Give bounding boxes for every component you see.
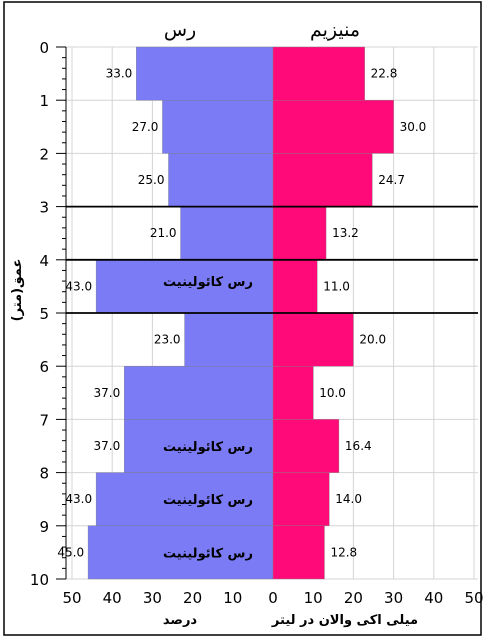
kaolinite-annotation: رس کائولینیت — [163, 440, 253, 455]
right-x-tick-label: 30 — [384, 589, 403, 607]
y-tick-label: 7 — [39, 411, 49, 429]
clay-data-label: 33.0 — [106, 67, 133, 81]
y-tick-label: 3 — [39, 199, 49, 217]
bars — [87, 46, 394, 580]
magnesium-data-label: 16.4 — [345, 439, 372, 453]
clay-bar — [168, 153, 274, 207]
magnesium-bar — [272, 472, 330, 527]
left-x-tick-label: 50 — [62, 589, 81, 607]
y-axis-label: عمق(متر) — [10, 259, 25, 322]
axes: 0 1 2 3 4 5 6 7 8 9 10 50 40 30 20 10 0 10 20 30 40 50 — [30, 39, 484, 607]
clay-data-label: 37.0 — [94, 439, 121, 453]
clay-data-label: 45.0 — [57, 545, 84, 559]
clay-data-label: 43.0 — [65, 492, 92, 506]
left-x-axis-label: درصد — [163, 613, 198, 628]
magnesium-bar — [272, 259, 318, 314]
y-tick-label: 4 — [39, 252, 49, 270]
clay-bar — [124, 366, 274, 420]
y-tick-label: 8 — [39, 465, 49, 483]
data-labels: 33.0 27.0 25.0 21.0 43.0 23.0 37.0 37.0 43.0 45.0… — [57, 67, 426, 560]
clay-bar — [162, 99, 274, 154]
magnesium-data-label: 24.7 — [378, 173, 405, 187]
clay-bar — [184, 312, 274, 367]
y-tick-label: 1 — [39, 92, 49, 110]
clay-bar — [124, 419, 274, 473]
clay-bar — [180, 206, 274, 261]
left-series-title: رس — [164, 19, 196, 41]
magnesium-bar — [272, 366, 314, 420]
left-x-tick-label: 0 — [268, 589, 278, 607]
clay-data-label: 23.0 — [154, 333, 181, 347]
magnesium-bar — [272, 419, 340, 473]
magnesium-bar — [272, 153, 373, 207]
y-tick-label: 10 — [30, 571, 49, 589]
right-x-tick-label: 20 — [344, 589, 363, 607]
magnesium-data-label: 11.0 — [323, 279, 350, 293]
clay-bar — [87, 525, 274, 580]
y-tick-label: 2 — [39, 145, 49, 163]
y-tick-label: 9 — [39, 518, 49, 536]
magnesium-data-label: 30.0 — [400, 120, 427, 134]
right-x-axis-label: میلی اکی والان در لیتر — [271, 613, 418, 628]
clay-bar — [95, 472, 274, 527]
magnesium-data-label: 12.8 — [330, 545, 357, 559]
magnesium-bar — [272, 206, 327, 261]
kaolinite-annotation: رس کائولینیت — [163, 493, 253, 508]
clay-data-label: 27.0 — [132, 120, 159, 134]
magnesium-bar — [272, 525, 325, 580]
clay-bar — [136, 46, 274, 101]
right-x-tick-label: 40 — [424, 589, 443, 607]
left-x-tick-label: 20 — [183, 589, 202, 607]
magnesium-bar — [272, 312, 354, 367]
layer-boundaries — [66, 205, 478, 314]
clay-data-label: 21.0 — [150, 226, 177, 240]
kaolinite-annotation: رس کائولینیت — [163, 546, 253, 561]
magnesium-bar — [272, 99, 394, 154]
magnesium-data-label: 10.0 — [319, 386, 346, 400]
clay-data-label: 37.0 — [94, 386, 121, 400]
right-x-tick-label: 50 — [464, 589, 483, 607]
magnesium-bar — [272, 46, 365, 101]
y-tick-label: 0 — [39, 39, 49, 57]
magnesium-data-label: 20.0 — [359, 333, 386, 347]
right-x-tick-label: 10 — [304, 589, 323, 607]
left-x-tick-label: 40 — [103, 589, 122, 607]
y-tick-label: 5 — [39, 305, 49, 323]
magnesium-data-label: 14.0 — [335, 492, 362, 506]
right-series-title: منیزیم — [310, 19, 360, 41]
y-tick-label: 6 — [39, 358, 49, 376]
clay-data-label: 25.0 — [138, 173, 165, 187]
left-x-tick-label: 10 — [223, 589, 242, 607]
magnesium-data-label: 22.8 — [371, 67, 398, 81]
clay-data-label: 43.0 — [65, 279, 92, 293]
kaolinite-annotation: رس کائولینیت — [163, 275, 253, 290]
annotations: رس کائولینیت رس کائولینیت رس کائولینیت رس ک… — [163, 275, 253, 561]
magnesium-data-label: 13.2 — [332, 226, 359, 240]
left-x-tick-label: 30 — [143, 589, 162, 607]
